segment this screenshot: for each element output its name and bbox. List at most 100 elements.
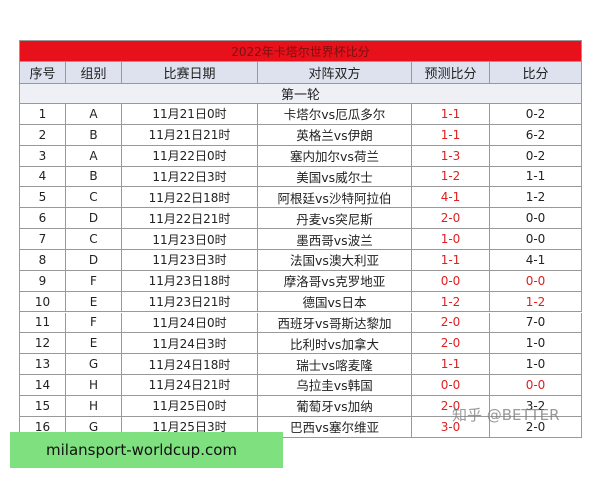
predicted-score: 2-0 xyxy=(412,333,490,355)
matchup: 西班牙vs哥斯达黎加 xyxy=(258,312,412,334)
score: 0-2 xyxy=(490,145,582,167)
match-date: 11月22日0时 xyxy=(122,145,258,167)
match-date: 11月23日3时 xyxy=(122,249,258,271)
predicted-score: 1-2 xyxy=(412,291,490,313)
score: 1-2 xyxy=(490,187,582,209)
group: E xyxy=(66,291,122,313)
header-cell: 组别 xyxy=(66,62,122,84)
matchup: 德国vs日本 xyxy=(258,291,412,313)
score: 1-2 xyxy=(490,291,582,313)
match-date: 11月23日18时 xyxy=(122,270,258,292)
match-date: 11月21日0时 xyxy=(122,104,258,125)
predicted-score: 4-1 xyxy=(412,187,490,209)
score: 0-2 xyxy=(490,104,582,125)
group: F xyxy=(66,312,122,334)
score: 2-0 xyxy=(490,416,582,438)
row-number: 10 xyxy=(20,291,66,313)
predicted-score: 1-1 xyxy=(412,354,490,376)
group: B xyxy=(66,166,122,188)
matchup: 瑞士vs喀麦隆 xyxy=(258,354,412,376)
match-date: 11月23日21时 xyxy=(122,291,258,313)
matchup: 乌拉圭vs韩国 xyxy=(258,375,412,396)
match-date: 11月22日18时 xyxy=(122,187,258,209)
matchup: 比利时vs加拿大 xyxy=(258,333,412,355)
watermark: 知乎 @BETTER xyxy=(452,406,560,424)
header-cell: 比分 xyxy=(490,62,582,84)
group: D xyxy=(66,208,122,230)
score: 1-0 xyxy=(490,354,582,376)
score: 0-0 xyxy=(490,375,582,396)
row-number: 15 xyxy=(20,395,66,417)
group: F xyxy=(66,270,122,292)
score-table: 2022年卡塔尔世界杯比分 序号 组别 比赛日期 对阵双方 预测比分 比分 第一轮 1 A 11月2… xyxy=(19,40,582,438)
group: C xyxy=(66,187,122,209)
predicted-score: 0-0 xyxy=(412,375,490,396)
group: E xyxy=(66,333,122,355)
row-number: 14 xyxy=(20,375,66,396)
group: D xyxy=(66,249,122,271)
match-date: 11月24日18时 xyxy=(122,354,258,376)
table-title: 2022年卡塔尔世界杯比分 xyxy=(20,41,582,62)
row-number: 6 xyxy=(20,208,66,230)
score: 0-0 xyxy=(490,229,582,250)
match-date: 11月23日0时 xyxy=(122,229,258,250)
predicted-score: 1-2 xyxy=(412,166,490,188)
row-number: 5 xyxy=(20,187,66,209)
row-number: 12 xyxy=(20,333,66,355)
match-date: 11月24日3时 xyxy=(122,333,258,355)
group: C xyxy=(66,229,122,250)
match-date: 11月22日3时 xyxy=(122,166,258,188)
matchup: 美国vs威尔士 xyxy=(258,166,412,188)
predicted-score: 1-0 xyxy=(412,229,490,250)
header-cell: 预测比分 xyxy=(412,62,490,84)
score: 3-2 xyxy=(490,395,582,417)
row-number: 2 xyxy=(20,124,66,146)
header-cell: 对阵双方 xyxy=(258,62,412,84)
row-number: 7 xyxy=(20,229,66,250)
predicted-score: 1-1 xyxy=(412,104,490,125)
predicted-score: 2-0 xyxy=(412,208,490,230)
matchup: 葡萄牙vs加纳 xyxy=(258,395,412,417)
header-cell: 比赛日期 xyxy=(122,62,258,84)
score: 4-1 xyxy=(490,249,582,271)
predicted-score: 2-0 xyxy=(412,312,490,334)
matchup: 阿根廷vs沙特阿拉伯 xyxy=(258,187,412,209)
match-date: 11月22日21时 xyxy=(122,208,258,230)
matchup: 法国vs澳大利亚 xyxy=(258,249,412,271)
header-cell: 序号 xyxy=(20,62,66,84)
group: H xyxy=(66,375,122,396)
row-number: 11 xyxy=(20,312,66,334)
row-number: 1 xyxy=(20,104,66,125)
score: 0-0 xyxy=(490,270,582,292)
match-date: 11月24日0时 xyxy=(122,312,258,334)
matchup: 丹麦vs突尼斯 xyxy=(258,208,412,230)
group: G xyxy=(66,354,122,376)
predicted-score: 1-1 xyxy=(412,124,490,146)
match-date: 11月24日21时 xyxy=(122,375,258,396)
predicted-score: 0-0 xyxy=(412,270,490,292)
score: 1-1 xyxy=(490,166,582,188)
matchup: 摩洛哥vs克罗地亚 xyxy=(258,270,412,292)
row-number: 8 xyxy=(20,249,66,271)
matchup: 巴西vs塞尔维亚 xyxy=(258,416,412,438)
score: 0-0 xyxy=(490,208,582,230)
score: 6-2 xyxy=(490,124,582,146)
round-label: 第一轮 xyxy=(20,84,582,104)
score: 7-0 xyxy=(490,312,582,334)
matchup: 英格兰vs伊朗 xyxy=(258,124,412,146)
banner: milansport-worldcup.com xyxy=(10,432,283,468)
group: B xyxy=(66,124,122,146)
group: A xyxy=(66,145,122,167)
predicted-score: 3-0 xyxy=(412,416,490,438)
match-date: 11月21日21时 xyxy=(122,124,258,146)
banner-text: milansport-worldcup.com xyxy=(46,441,238,459)
group: H xyxy=(66,395,122,417)
predicted-score: 2-0 xyxy=(412,395,490,417)
row-number: 9 xyxy=(20,270,66,292)
matchup: 塞内加尔vs荷兰 xyxy=(258,145,412,167)
predicted-score: 1-1 xyxy=(412,249,490,271)
group: A xyxy=(66,104,122,125)
matchup: 墨西哥vs波兰 xyxy=(258,229,412,250)
row-number: 4 xyxy=(20,166,66,188)
